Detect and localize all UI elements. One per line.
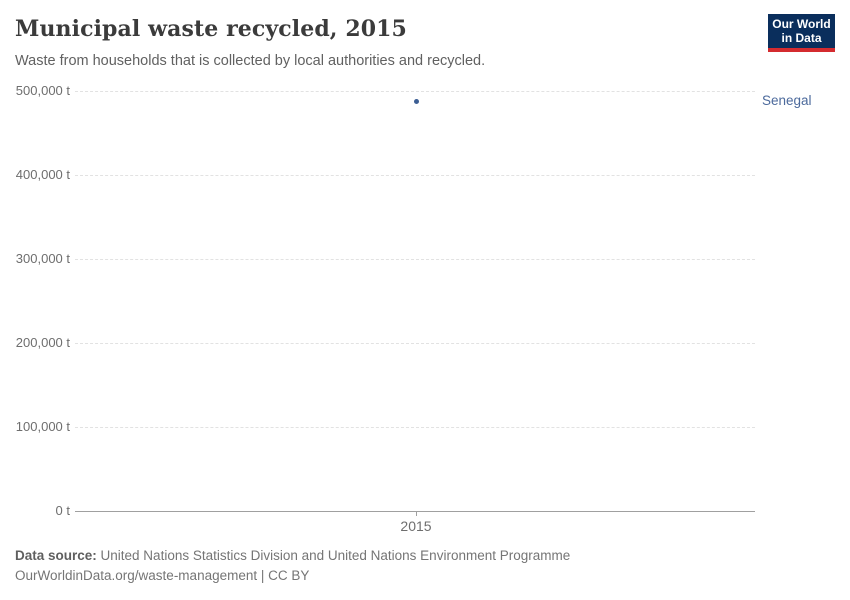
data-source-text: United Nations Statistics Division and U… (96, 548, 571, 563)
owid-link[interactable]: OurWorldinData.org/waste-management (15, 568, 258, 583)
y-tick-label: 500,000 t (15, 83, 70, 98)
y-tick-label: 300,000 t (15, 251, 70, 266)
data-source-label: Data source: (15, 548, 97, 563)
gridline (75, 175, 755, 176)
y-tick-label: 100,000 t (15, 419, 70, 434)
owid-logo-line1: Our World (772, 17, 831, 31)
owid-logo-line2: in Data (781, 31, 822, 45)
gridline (75, 259, 755, 260)
gridline (75, 91, 755, 92)
y-tick-label: 400,000 t (15, 167, 70, 182)
x-tick-label: 2015 (400, 518, 432, 534)
license-label: CC BY (268, 568, 310, 583)
footer-separator: | (257, 568, 269, 583)
x-tick-mark (416, 511, 417, 516)
gridline (75, 427, 755, 428)
chart-subtitle: Waste from households that is collected … (15, 53, 486, 69)
footer-license-line: OurWorldinData.org/waste-management | CC… (15, 568, 309, 583)
page-title: Municipal waste recycled, 2015 (15, 16, 407, 42)
y-tick-label: 200,000 t (15, 335, 70, 350)
gridline (75, 343, 755, 344)
entity-label-senegal[interactable]: Senegal (762, 93, 812, 109)
x-axis-line (75, 511, 755, 512)
data-source-line: Data source: United Nations Statistics D… (15, 548, 570, 563)
data-point-senegal[interactable] (413, 98, 419, 104)
owid-logo[interactable]: Our World in Data (768, 14, 835, 52)
y-tick-label: 0 t (55, 503, 70, 518)
